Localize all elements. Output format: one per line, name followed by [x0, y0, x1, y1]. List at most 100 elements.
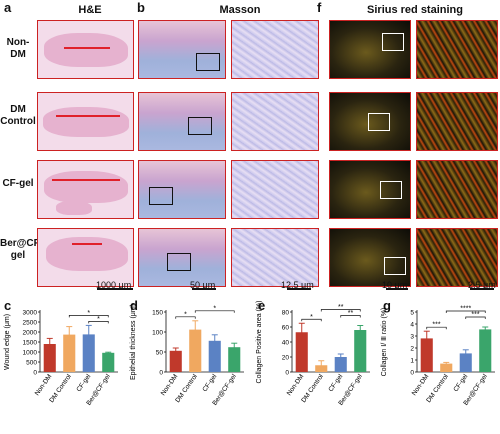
significance-label: ** — [348, 310, 354, 317]
sirius-high-ber-cf-gel — [416, 228, 498, 287]
y-tick-label: 0 — [159, 369, 163, 376]
masson-low-cf-gel — [138, 160, 226, 219]
bar — [479, 329, 492, 372]
he-scale-label: 1000 μm — [96, 280, 132, 290]
sirius-low-scale-label: 10 μm — [382, 280, 408, 290]
row-label-cf-gel: CF-gel — [2, 178, 34, 189]
significance-bracket — [194, 310, 235, 313]
he-title: H&E — [78, 4, 102, 16]
significance-bracket — [88, 321, 109, 324]
row-label-non-dm: Non-DM — [6, 37, 30, 60]
y-tick-label: 150 — [152, 309, 163, 316]
y-tick-label: 0 — [410, 369, 414, 376]
panel-label-f: f — [317, 0, 322, 15]
x-tick-label: Non-DM — [286, 373, 306, 397]
masson-low-non-dm — [138, 20, 226, 79]
significance-label: *** — [471, 312, 479, 319]
masson-high-cf-gel — [231, 160, 319, 219]
significance-label: * — [97, 316, 100, 323]
sirius-high-non-dm — [416, 20, 498, 79]
he-image-non-dm — [37, 20, 134, 79]
y-tick-label: 100 — [152, 329, 163, 336]
sirius-low-non-dm — [329, 20, 411, 79]
bar — [334, 357, 347, 372]
significance-bracket — [465, 316, 486, 319]
y-tick-label: 1000 — [23, 349, 38, 356]
bar — [189, 329, 202, 372]
bar — [169, 350, 182, 372]
bar — [420, 338, 433, 372]
sirius-low-cf-gel — [329, 160, 411, 219]
significance-label: * — [310, 314, 313, 321]
bar — [208, 340, 221, 372]
significance-label: * — [184, 311, 187, 318]
masson-high-non-dm — [231, 20, 319, 79]
masson-high-ber-cf-gel — [231, 228, 319, 287]
sirius-high-scale-bar — [470, 288, 494, 290]
masson-low-scale-label: 50 μm — [190, 280, 216, 290]
bar — [228, 347, 241, 372]
y-axis-label: Collagen Positive area (%) — [256, 301, 263, 384]
significance-label: * — [87, 310, 90, 317]
y-tick-label: 2500 — [23, 319, 38, 326]
x-tick-label: CF-gel — [327, 373, 344, 393]
sirius-low-scale-bar — [386, 288, 408, 290]
sirius-high-cf-gel — [416, 160, 498, 219]
y-tick-label: 1500 — [23, 339, 38, 346]
x-tick-label: Non-DM — [34, 373, 54, 397]
y-tick-label: 2 — [410, 345, 414, 352]
significance-label: * — [213, 305, 216, 312]
masson-low-scale-bar — [192, 288, 216, 290]
masson-title: Masson — [219, 4, 261, 16]
masson-low-ber-cf-gel — [138, 228, 226, 287]
y-tick-label: 3000 — [23, 309, 38, 316]
significance-label: **** — [460, 306, 471, 313]
row-label-dm-control: DM Control — [0, 104, 36, 127]
y-axis-label: Epithelial thickness (μm) — [130, 304, 137, 380]
y-tick-label: 0 — [285, 369, 289, 376]
panel-label-g: g — [383, 298, 391, 313]
panel-label-d: d — [130, 298, 138, 313]
x-tick-label: Non-DM — [411, 373, 431, 397]
masson-high-dm-control — [231, 92, 319, 151]
panel-label-e: e — [258, 298, 266, 313]
significance-bracket — [301, 318, 322, 322]
significance-bracket — [320, 309, 361, 312]
x-tick-label: CF-gel — [452, 373, 469, 393]
y-tick-label: 80 — [282, 309, 290, 316]
significance-label: ** — [338, 304, 344, 311]
he-image-dm-control — [37, 92, 134, 151]
chart-wound-edge: Wound edge (μm) 0 500 1000 1500 2000 2500 3000 N… — [4, 309, 118, 407]
row-label-ber-cf-gel: Ber@CF-gel — [0, 238, 44, 261]
significance-label: *** — [432, 322, 440, 329]
y-tick-label: 0 — [33, 369, 37, 376]
significance-bracket — [445, 310, 486, 313]
y-tick-label: 50 — [156, 349, 164, 356]
bar — [440, 363, 453, 372]
y-tick-label: 500 — [26, 359, 37, 366]
y-axis-label: Wound edge (μm) — [4, 314, 11, 370]
sirius-high-scale-label: 2.5 μm — [468, 280, 496, 290]
y-tick-label: 60 — [282, 324, 290, 331]
y-tick-label: 2000 — [23, 329, 38, 336]
significance-bracket — [175, 316, 196, 319]
sirius-low-ber-cf-gel — [329, 228, 411, 287]
he-image-ber-cf-gel — [37, 228, 134, 287]
bar — [63, 334, 76, 372]
y-tick-label: 4 — [410, 321, 414, 328]
y-tick-label: 40 — [282, 339, 290, 346]
x-tick-label: CF-gel — [201, 373, 218, 393]
he-scale-bar — [97, 288, 133, 290]
x-tick-label: Non-DM — [160, 373, 180, 397]
bar — [459, 353, 472, 372]
y-axis-label: Collagen Ⅰ/ Ⅲ ratio (%) — [381, 308, 388, 377]
sirius-low-dm-control — [329, 92, 411, 151]
bar — [43, 344, 56, 372]
masson-high-scale-bar — [287, 288, 311, 290]
masson-high-scale-label: 12.5 μm — [281, 280, 314, 290]
bar — [295, 332, 308, 372]
bar — [102, 352, 115, 372]
sirius-high-dm-control — [416, 92, 498, 151]
significance-bracket — [340, 315, 361, 318]
